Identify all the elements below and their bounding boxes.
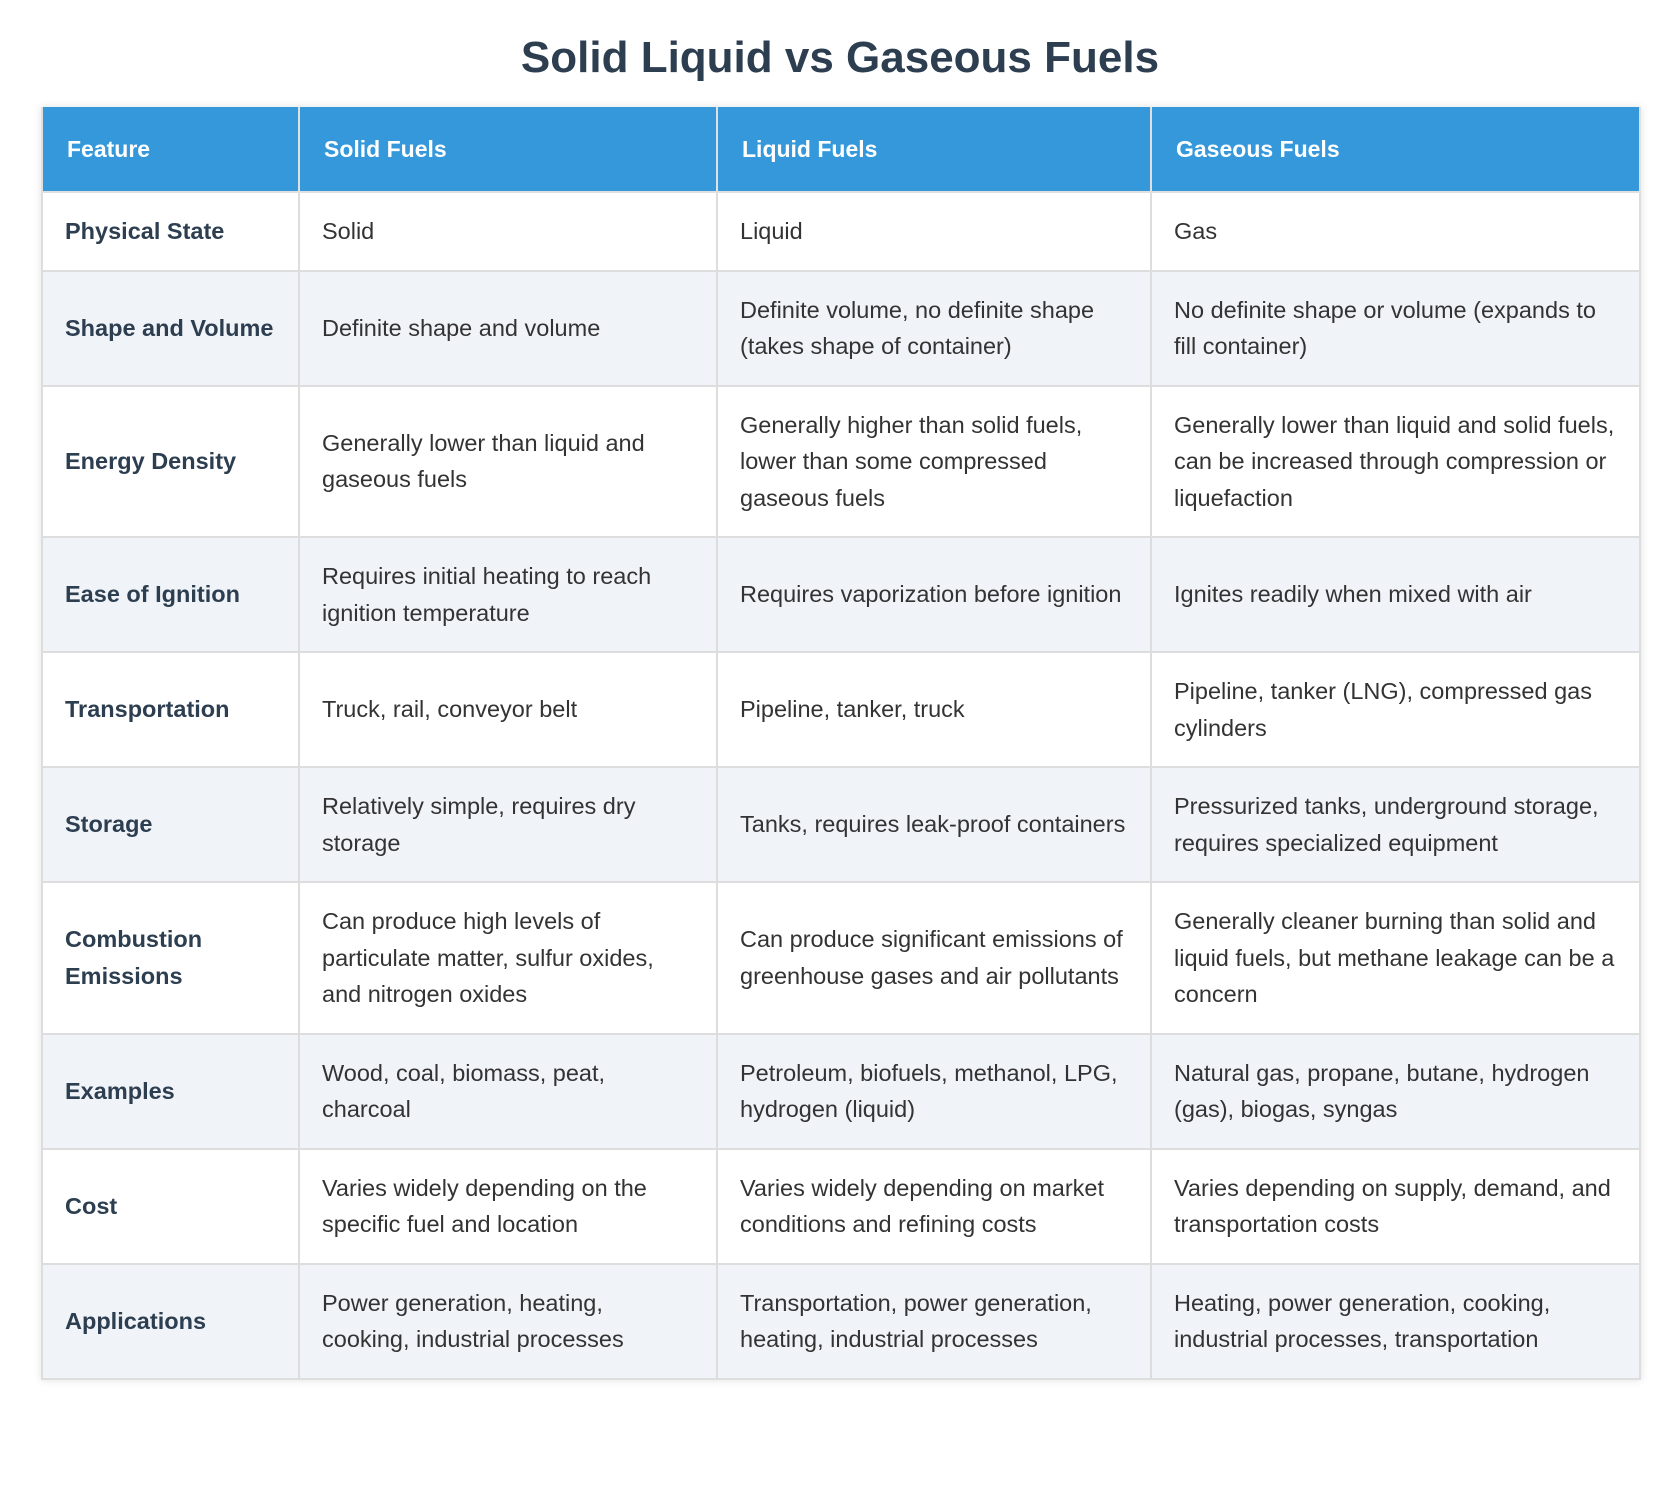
feature-cell: Examples bbox=[41, 1032, 300, 1150]
table-cell: Generally lower than liquid and gaseous … bbox=[298, 384, 718, 538]
table-body: Physical State Solid Liquid Gas Shape and Vo… bbox=[41, 191, 1641, 1380]
table-cell: Truck, rail, conveyor belt bbox=[298, 651, 718, 768]
table-row: Storage Relatively simple, requires dry s… bbox=[41, 766, 1641, 883]
table-cell: Pipeline, tanker, truck bbox=[716, 651, 1152, 768]
column-header: Liquid Fuels bbox=[716, 107, 1152, 193]
table-cell: Generally higher than solid fuels, lower… bbox=[716, 384, 1152, 538]
table-cell: Petroleum, biofuels, methanol, LPG, hydr… bbox=[716, 1032, 1152, 1150]
table-row: Applications Power generation, heating, c… bbox=[41, 1262, 1641, 1380]
table-cell: Varies widely depending on the specific … bbox=[298, 1147, 718, 1265]
table-cell: Generally lower than liquid and solid fu… bbox=[1150, 384, 1641, 538]
table-cell: Heating, power generation, cooking, indu… bbox=[1150, 1262, 1641, 1380]
table-cell: Generally cleaner burning than solid and… bbox=[1150, 881, 1641, 1035]
table-cell: Liquid bbox=[716, 191, 1152, 272]
feature-cell: Energy Density bbox=[41, 384, 300, 538]
table-cell: Natural gas, propane, butane, hydrogen (… bbox=[1150, 1032, 1641, 1150]
table-cell: Varies widely depending on market condit… bbox=[716, 1147, 1152, 1265]
table-row: Transportation Truck, rail, conveyor belt… bbox=[41, 651, 1641, 768]
comparison-table: Feature Solid Fuels Liquid Fuels Gaseous Fu… bbox=[41, 107, 1641, 1380]
table-cell: Solid bbox=[298, 191, 718, 272]
table-cell: No definite shape or volume (expands to … bbox=[1150, 269, 1641, 387]
table-cell: Power generation, heating, cooking, indu… bbox=[298, 1262, 718, 1380]
table-cell: Wood, coal, biomass, peat, charcoal bbox=[298, 1032, 718, 1150]
table-cell: Can produce high levels of particulate m… bbox=[298, 881, 718, 1035]
table-cell: Ignites readily when mixed with air bbox=[1150, 536, 1641, 653]
table-row: Combustion Emissions Can produce high lev… bbox=[41, 881, 1641, 1035]
column-header: Solid Fuels bbox=[298, 107, 718, 193]
table-cell: Pressurized tanks, underground storage, … bbox=[1150, 766, 1641, 883]
table-cell: Varies depending on supply, demand, and … bbox=[1150, 1147, 1641, 1265]
table-cell: Definite volume, no definite shape (take… bbox=[716, 269, 1152, 387]
title: Solid Liquid vs Gaseous Fuels bbox=[520, 33, 1160, 82]
feature-cell: Applications bbox=[41, 1262, 300, 1380]
table-cell: Gas bbox=[1150, 191, 1641, 272]
table-cell: Relatively simple, requires dry storage bbox=[298, 766, 718, 883]
column-header: Gaseous Fuels bbox=[1150, 107, 1641, 193]
feature-cell: Physical State bbox=[41, 191, 300, 272]
table-head: Feature Solid Fuels Liquid Fuels Gaseous Fu… bbox=[41, 107, 1641, 193]
feature-cell: Transportation bbox=[41, 651, 300, 768]
column-header: Feature bbox=[41, 107, 300, 193]
table-row: Ease of Ignition Requires initial heating… bbox=[41, 536, 1641, 653]
feature-cell: Ease of Ignition bbox=[41, 536, 300, 653]
table-row: Energy Density Generally lower than liqui… bbox=[41, 384, 1641, 538]
header-row: Feature Solid Fuels Liquid Fuels Gaseous Fu… bbox=[41, 107, 1641, 193]
table-row: Physical State Solid Liquid Gas bbox=[41, 191, 1641, 272]
feature-cell: Combustion Emissions bbox=[41, 881, 300, 1035]
table-cell: Requires initial heating to reach igniti… bbox=[298, 536, 718, 653]
table-cell: Definite shape and volume bbox=[298, 269, 718, 387]
table-row: Shape and Volume Definite shape and volum… bbox=[41, 269, 1641, 387]
table-cell: Requires vaporization before ignition bbox=[716, 536, 1152, 653]
feature-cell: Cost bbox=[41, 1147, 300, 1265]
feature-cell: Storage bbox=[41, 766, 300, 883]
table-cell: Transportation, power generation, heatin… bbox=[716, 1262, 1152, 1380]
table-cell: Tanks, requires leak-proof containers bbox=[716, 766, 1152, 883]
feature-cell: Shape and Volume bbox=[41, 269, 300, 387]
table-row: Cost Varies widely depending on the speci… bbox=[41, 1147, 1641, 1265]
table-row: Examples Wood, coal, biomass, peat, charc… bbox=[41, 1032, 1641, 1150]
table-cell: Can produce significant emissions of gre… bbox=[716, 881, 1152, 1035]
table-cell: Pipeline, tanker (LNG), compressed gas c… bbox=[1150, 651, 1641, 768]
